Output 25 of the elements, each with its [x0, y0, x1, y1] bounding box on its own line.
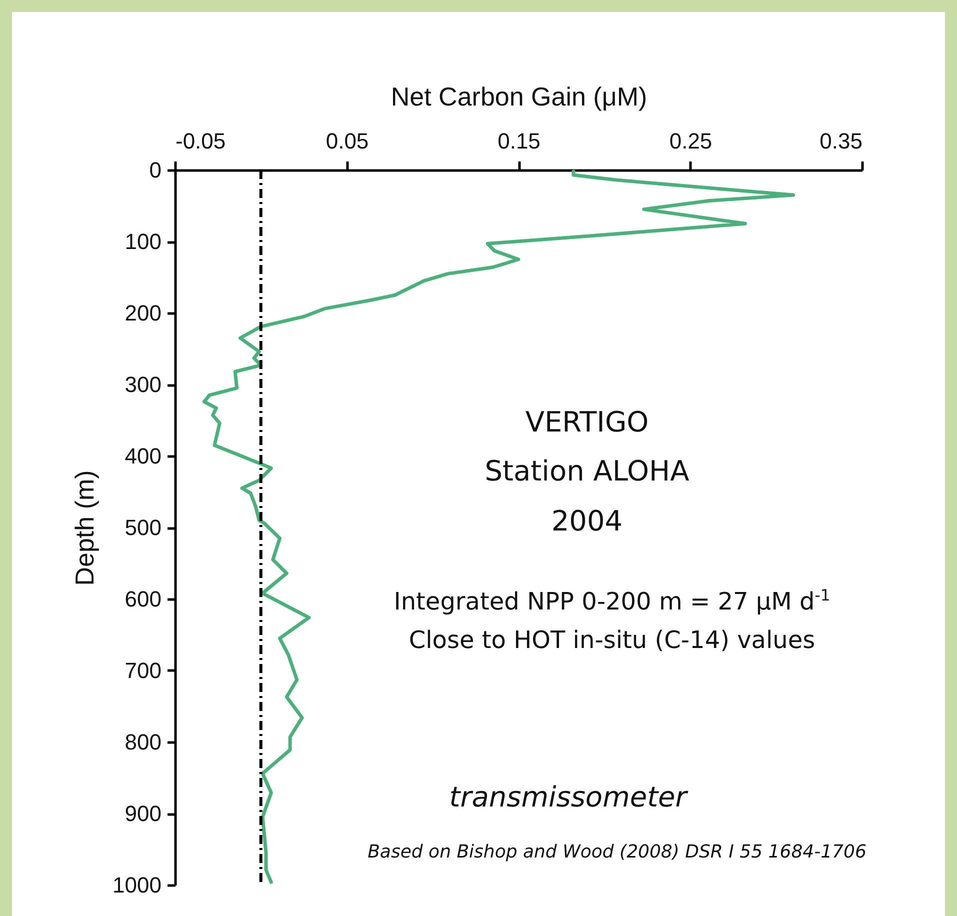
y-tick-label: 500 — [124, 515, 162, 540]
annotation: Based on Bishop and Wood (2008) DSR I 55 1684-1706 — [368, 842, 866, 862]
x-tick-label: 0.05 — [326, 128, 369, 154]
y-tick-label: 400 — [124, 444, 162, 468]
x-tick-label: 0.15 — [498, 128, 540, 154]
y-tick-label: 100 — [124, 229, 162, 254]
y-tick-label: 600 — [124, 586, 162, 612]
annotation: 2004 — [551, 504, 623, 538]
x-tick-label: 0.25 — [669, 128, 712, 154]
annotation: transmissometer — [449, 780, 687, 814]
y-tick-label: 900 — [124, 801, 162, 826]
y-axis-title: Depth (m) — [70, 470, 100, 586]
annotation: Station ALOHA — [484, 454, 690, 488]
y-tick-label: 1000 — [112, 872, 162, 898]
annotation: VERTIGO — [525, 406, 649, 438]
x-axis-title: Net Carbon Gain (μM) — [390, 82, 648, 112]
x-tick-label: -0.05 — [176, 128, 226, 154]
y-tick-label: 300 — [124, 372, 162, 397]
x-tick-label: 0.35 — [820, 128, 862, 154]
y-tick-label: 800 — [124, 730, 162, 754]
y-tick-label: 700 — [124, 658, 162, 683]
annotation: Close to HOT in-situ (C-14) values — [408, 626, 816, 654]
annotation: Integrated NPP 0-200 m = 27 µM d$^{-1}$ — [394, 586, 830, 616]
y-tick-label: 200 — [124, 300, 162, 326]
y-tick-label: 0 — [149, 158, 162, 182]
